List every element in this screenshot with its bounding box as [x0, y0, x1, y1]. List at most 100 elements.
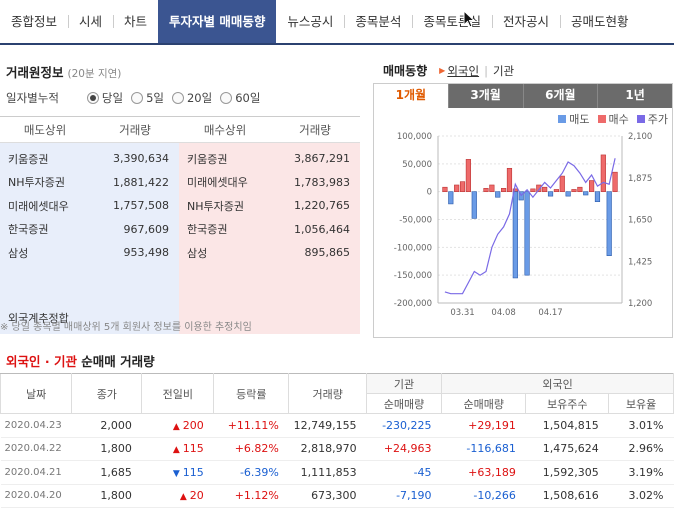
sell-bar	[547, 191, 554, 197]
buy-bar	[577, 186, 583, 192]
period-radio-0[interactable]: 당일	[86, 90, 123, 106]
rate-cell: +1.12%	[213, 484, 289, 508]
sell-bar	[471, 191, 477, 219]
close-header: 종가	[71, 373, 143, 414]
legend-sell: 매도	[558, 111, 590, 127]
radio-icon[interactable]	[220, 92, 233, 104]
chart-period-tab-3[interactable]: 1년	[597, 84, 672, 108]
trading-trend-header: 매매동향 ▶ 외국인 | 기관	[383, 62, 514, 79]
foreign-estimate-label: 외국계추정합	[0, 309, 179, 334]
buy-broker-volume: 895,865	[304, 246, 351, 260]
buy-bar	[454, 184, 460, 192]
tab-2[interactable]: 차트	[113, 0, 158, 43]
legend-price-label: 주가	[647, 113, 668, 126]
filter-institution-link[interactable]: 기관	[492, 63, 515, 78]
foreign-net-cell: -116,681	[441, 437, 526, 461]
right-tick-label: 1,650	[628, 216, 652, 226]
buy-bar	[442, 186, 448, 192]
right-tick-label: 1,425	[628, 257, 652, 267]
sell-bar	[495, 191, 501, 198]
tab-5[interactable]: 종목분석	[344, 0, 412, 43]
buy-rank-column: 키움증권 3,867,291 미래에셋대우 1,783,983 NH투자증권 1,220,…	[179, 143, 360, 309]
right-tick-label: 1,875	[628, 174, 652, 184]
sell-rank-column: 키움증권 3,390,634 NH투자증권 1,881,422 미래에셋대우 1,757,…	[0, 143, 179, 309]
buy-rank-row: 삼성 895,865	[179, 241, 360, 265]
change-cell: ▲ 20	[141, 484, 214, 508]
holding-ratio-cell: 3.19%	[608, 460, 674, 485]
x-tick-label: 04.08	[491, 308, 515, 318]
chart-period-tab-2[interactable]: 6개월	[522, 84, 598, 108]
chart-period-tab-1[interactable]: 3개월	[447, 84, 523, 108]
foreign-header: 외국인	[441, 373, 674, 394]
period-radio-2[interactable]: 20일	[171, 90, 212, 106]
sell-broker-volume: 1,757,508	[113, 199, 169, 213]
trading-chart: 100,000 50,000 0 -50,000 -100,000 -150,000 -20…	[394, 132, 653, 318]
buy-broker-name: NH투자증권	[187, 199, 244, 213]
rate-header: 등락률	[213, 373, 290, 414]
sell-broker-name: 한국증권	[8, 223, 49, 237]
x-tick-label: 03.31	[450, 308, 474, 318]
sell-rank-row: 키움증권 3,390,634	[0, 147, 179, 171]
foreign-estimate-value	[179, 309, 360, 334]
foreign-net-cell: +29,191	[441, 413, 526, 438]
buy-bar	[553, 189, 559, 192]
sell-bar	[524, 191, 530, 276]
holdings-cell: 1,475,624	[525, 437, 609, 461]
mouse-cursor-icon	[463, 10, 476, 28]
sell-bar	[606, 191, 612, 256]
left-tick-label: 50,000	[402, 160, 432, 170]
buy-bar	[536, 184, 542, 192]
rate-cell: +11.11%	[213, 413, 289, 438]
buy-broker-name: 미래에셋대우	[187, 176, 248, 190]
broker-rank-table: 매도상위 거래량 매수상위 거래량 키움증권 3,390,634 NH투자증권 1,8…	[0, 116, 360, 334]
left-tick-label: -100,000	[394, 243, 432, 253]
cumulative-label: 일자별누적	[6, 91, 59, 105]
tab-6[interactable]: 종목토론실	[412, 0, 492, 43]
period-radio-1[interactable]: 5일	[131, 90, 164, 106]
radio-icon[interactable]	[86, 92, 99, 104]
buy-broker-name: 삼성	[187, 246, 208, 260]
trading-chart-box: 1개월 3개월 6개월 1년 매도 매수 주가 100,000 50,000 0 -50,0…	[373, 83, 673, 338]
sell-broker-name: 키움증권	[8, 152, 49, 166]
tab-4[interactable]: 뉴스공시	[287, 14, 334, 29]
table-row: 2020.04.21 1,685 ▼ 115 -6.39% 1,111,853 -45 +63…	[0, 460, 674, 485]
holdings-cell: 1,592,305	[525, 460, 609, 485]
price-line	[444, 158, 616, 295]
tab-0[interactable]: 종합정보	[11, 14, 58, 29]
buy-rank-row: NH투자증권 1,220,765	[179, 194, 360, 218]
period-radio-3[interactable]: 60일	[220, 90, 260, 106]
radio-icon[interactable]	[131, 92, 144, 104]
period-radio-group: 일자별누적 당일 5일 20일 60일	[6, 90, 268, 106]
legend-buy: 매수	[597, 111, 629, 127]
sell-broker-volume: 953,498	[123, 246, 170, 260]
chart-period-tab-0[interactable]: 1개월	[374, 84, 448, 108]
broker-panel-title: 거래원정보 (20분 지연)	[6, 62, 121, 81]
tab-3[interactable]: 투자자별 매매동향	[158, 0, 277, 43]
tab-7[interactable]: 전자공시	[491, 0, 560, 43]
tab-1[interactable]: 시세	[68, 0, 113, 43]
right-tick-label: 2,100	[628, 132, 652, 142]
investor-table-title: 외국인 · 기관 순매매 거래량	[6, 351, 155, 370]
x-tick-label: 04.17	[538, 308, 562, 318]
sell-bar	[583, 191, 589, 196]
buy-top-header: 매수상위	[203, 123, 247, 137]
table-row: 2020.04.23 2,000 ▲ 200 +11.11% 12,749,155 -230…	[0, 413, 674, 438]
rank-header: 매도상위 거래량 매수상위 거래량	[0, 116, 360, 143]
institution-net-header: 순매매량	[366, 393, 443, 414]
sell-broker-name: 삼성	[8, 246, 29, 260]
change-value: 200	[182, 418, 204, 432]
chart-period-tabs: 1개월 3개월 6개월 1년	[374, 84, 672, 108]
buy-rank-row: 키움증권 3,867,291	[179, 147, 360, 171]
sell-volume-header: 거래량	[119, 123, 151, 137]
buy-broker-volume: 1,056,464	[294, 222, 350, 236]
sell-top-header: 매도상위	[23, 123, 67, 137]
sell-broker-volume: 3,390,634	[113, 152, 169, 166]
left-tick-label: -150,000	[394, 271, 432, 281]
filter-foreign-link[interactable]: 외국인	[447, 63, 480, 78]
tab-8[interactable]: 공매도현황	[559, 0, 640, 43]
change-header: 전일비	[141, 373, 215, 414]
buy-broker-volume: 1,220,765	[294, 199, 350, 213]
institution-net-cell: -45	[366, 460, 442, 485]
sell-rank-row: 미래에셋대우 1,757,508	[0, 194, 179, 218]
radio-icon[interactable]	[171, 92, 184, 104]
